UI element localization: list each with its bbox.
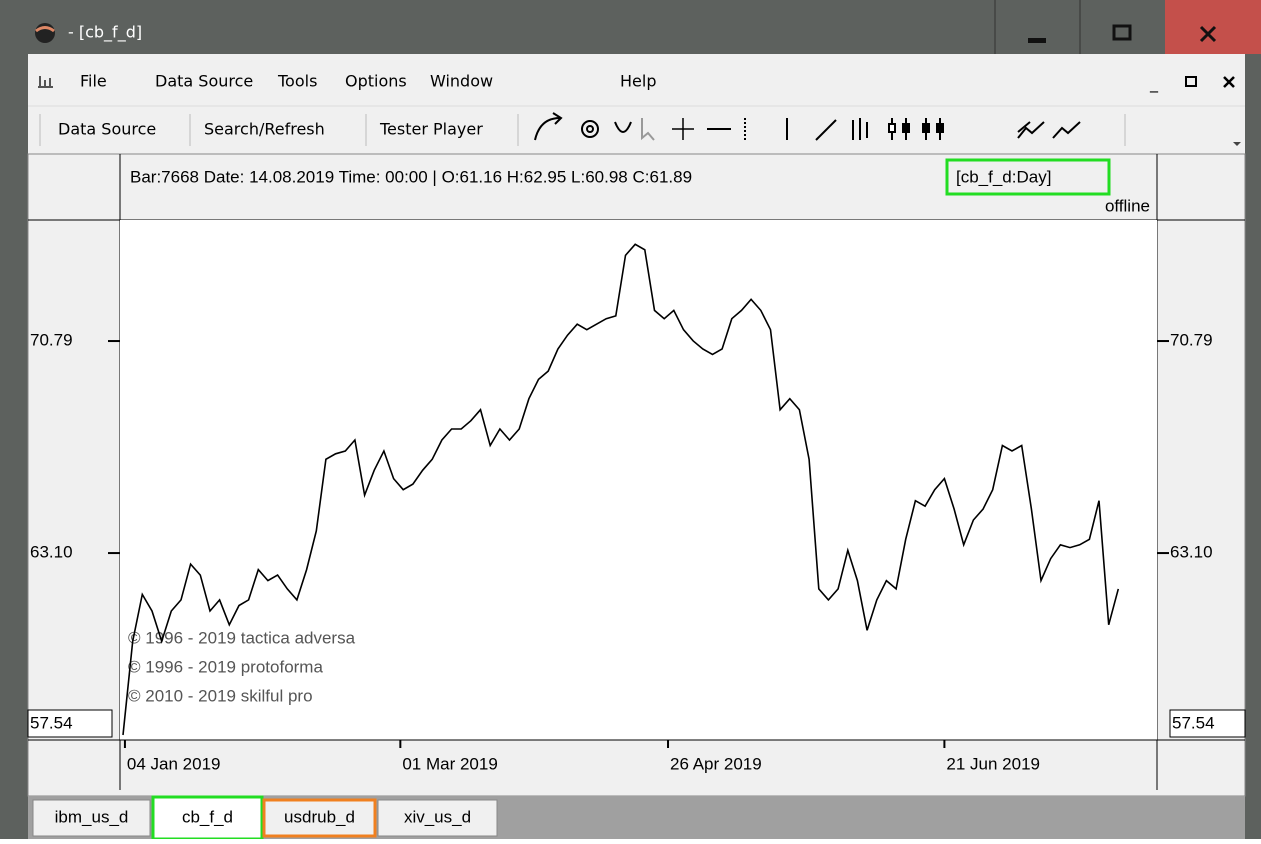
tool-overlay[interactable]: [1017, 121, 1045, 139]
copyright: © 2010 - 2019 skilful pro: [128, 686, 313, 705]
tab[interactable]: [377, 799, 498, 837]
toolbar-button[interactable]: Search/Refresh: [204, 120, 325, 139]
toolbar-icons: [534, 112, 1081, 141]
menu-icon: [38, 76, 53, 88]
x-tick-label: 26 Apr 2019: [670, 754, 762, 773]
tool-linechart[interactable]: [1052, 121, 1081, 139]
symbol-highlight: [945, 158, 1111, 196]
y-tick-label: 70.79: [30, 331, 73, 350]
copyright: © 1996 - 2019 tactica adversa: [128, 628, 356, 647]
candle: [922, 123, 930, 133]
menu-item[interactable]: Tools: [277, 72, 317, 91]
tab-label[interactable]: xiv_us_d: [404, 807, 471, 826]
menu-item[interactable]: Help: [620, 72, 656, 91]
y-tick-label: 63.10: [30, 543, 73, 562]
tab[interactable]: [32, 799, 151, 837]
symbol-label: [cb_f_d:Day]: [956, 167, 1051, 186]
window-title: - [cb_f_d]: [68, 23, 142, 43]
low-box: [27, 709, 113, 738]
candle: [902, 123, 910, 133]
mdi-restore[interactable]: [1185, 76, 1197, 87]
mdi-close[interactable]: [1223, 76, 1235, 88]
toolbar-overflow[interactable]: [1233, 142, 1241, 146]
menu-item[interactable]: Data Source: [155, 72, 253, 91]
menu-bg: [28, 54, 1245, 154]
tool-fan[interactable]: [614, 121, 632, 133]
menu-item[interactable]: Window: [430, 72, 493, 91]
low-label: 57.54: [1172, 713, 1215, 732]
candle: [888, 123, 896, 133]
x-tick-label: 01 Mar 2019: [402, 754, 497, 773]
x-tick-label: 21 Jun 2019: [946, 754, 1040, 773]
low-label: 57.54: [30, 713, 73, 732]
tab-label[interactable]: ibm_us_d: [55, 807, 129, 826]
close-glyph: [1199, 25, 1217, 43]
tab-label[interactable]: usdrub_d: [284, 807, 355, 826]
tool-trend[interactable]: [815, 119, 837, 141]
low-box: [1169, 709, 1246, 738]
minimize-button[interactable]: [1028, 38, 1046, 43]
menu-item[interactable]: File: [80, 72, 107, 91]
y-tick-label: 63.10: [1170, 543, 1213, 562]
frame-right: [1245, 54, 1261, 839]
tool-cross[interactable]: [672, 118, 694, 140]
tab-label[interactable]: cb_f_d: [182, 807, 233, 826]
tool-pointer[interactable]: [641, 118, 655, 141]
copyright: © 1996 - 2019 protoforma: [128, 657, 323, 676]
toolbar-button[interactable]: Tester Player: [379, 120, 483, 139]
tool-bars[interactable]: [852, 118, 868, 140]
tab[interactable]: [262, 798, 377, 838]
y-tick-label: 70.79: [1170, 331, 1213, 350]
plot-area: [120, 220, 1157, 740]
toolbar-button[interactable]: Data Source: [58, 120, 156, 139]
status: offline: [1105, 196, 1150, 215]
app-icon-glint: [35, 26, 55, 33]
tool-spiral[interactable]: [581, 120, 599, 138]
bar-info: Bar:7668 Date: 14.08.2019 Time: 00:00 | …: [130, 167, 692, 186]
tool-arc[interactable]: [534, 112, 563, 141]
mdi-minimize[interactable]: _: [1149, 74, 1159, 94]
candle: [936, 123, 944, 133]
frame-left: [0, 0, 28, 839]
tool-spiral-inner: [586, 125, 594, 133]
price-line: [122, 243, 1120, 736]
menu-item[interactable]: Options: [345, 72, 407, 91]
x-tick-label: 04 Jan 2019: [127, 754, 221, 773]
maximize-button[interactable]: [1112, 24, 1132, 41]
title-bar: [0, 0, 1261, 54]
